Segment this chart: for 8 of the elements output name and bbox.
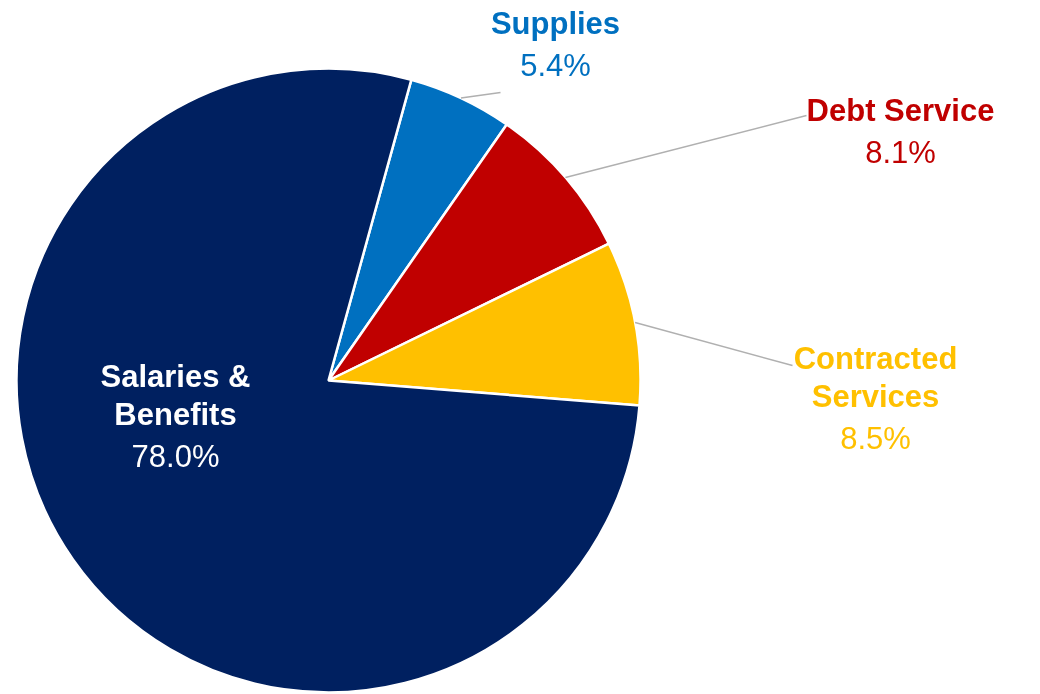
data-label: 5.4% (520, 47, 591, 83)
slice-label: Supplies (490, 5, 621, 41)
data-label: 78.0% (131, 438, 220, 474)
slice-label: Salaries & Benefits (100, 358, 251, 432)
slice-label: Contracted Services (793, 340, 958, 414)
slice-label: Debt Service (806, 92, 995, 128)
data-label: 8.5% (840, 420, 911, 456)
data-label: 8.1% (865, 134, 936, 170)
